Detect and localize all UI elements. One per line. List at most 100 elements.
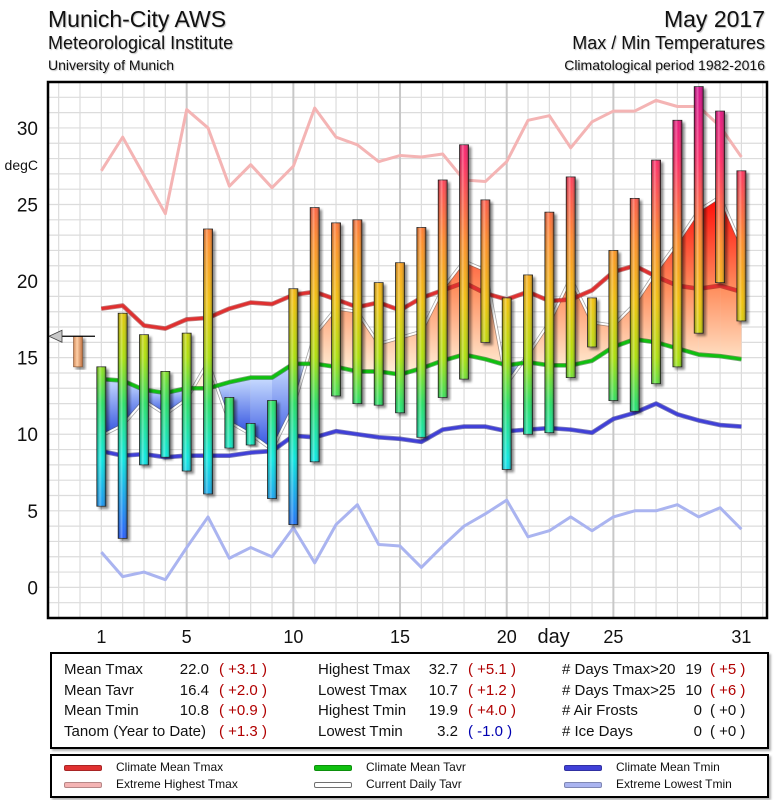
stat-anomaly: ( +0 ) [710,722,746,740]
day-bar-12 [331,222,341,397]
day-bar-8 [245,423,256,446]
cool-anomaly-fill [122,380,145,426]
warm-anomaly-fill [613,304,635,347]
stat-anomaly: ( +4.0 ) [468,702,516,719]
day-bar-shine [224,397,234,449]
day-bar-shine [374,282,384,406]
y-tick-label: 25 [17,196,38,217]
cool-anomaly-fill [165,388,187,415]
statistics-panel: Mean Tmax 22.0 ( +3.1 ) Mean Tavr 16.4 ( +2.0… [50,652,769,749]
stat-value: 32.7 [428,661,458,678]
cool-anomaly-fill [272,363,294,450]
day-bar-shine [160,371,170,458]
stats-row: Lowest Tmin 3.2 ( -1.0 ) [318,722,528,743]
stats-row: # Days Tmax>20 19 ( +5 ) [562,660,762,681]
day-bar-shine [587,297,597,347]
warm-anomaly-fill [314,308,337,367]
stats-row: Mean Tavr 16.4 ( +2.0 ) [64,681,289,702]
stats-row: Lowest Tmax 10.7 ( +1.2 ) [318,681,528,702]
extreme-lowest-tmin-line [100,498,743,582]
day-bar-shine [566,176,576,378]
climatology-title: Climatological period 1982-2016 [564,57,765,73]
warm-anomaly-fill [634,271,657,343]
x-tick-label: 10 [283,627,303,647]
stats-row: Highest Tmax 32.7 ( +5.1 ) [318,660,528,681]
stat-anomaly: ( +2.0 ) [219,681,267,699]
station-title: Munich-City AWS [48,6,227,32]
day-bar-shine [459,144,469,380]
y-tick-label: 5 [27,502,38,523]
warm-anomaly-fill [570,278,593,366]
x-axis-label: day [538,626,570,648]
legend-swatch-icon [564,765,602,771]
day-bar-shine [203,229,213,494]
stat-label: Mean Tmin [64,702,139,719]
warm-anomaly-fill [378,337,401,375]
day-bar-shine [139,334,149,465]
stat-value: 10.7 [428,681,458,699]
x-tick-label: 1 [96,627,106,647]
legend-swatch-icon [564,782,602,788]
stat-label: # Days Tmax>25 [562,681,676,699]
stats-row: Mean Tmin 10.8 ( +0.9 ) [64,701,289,722]
stat-anomaly: ( +5 ) [710,661,746,678]
stats-column-extremes: Highest Tmax 32.7 ( +5.1 ) Lowest Tmax 10.7 (… [318,660,528,742]
day-bar-26 [629,197,640,412]
day-bar-shine [630,198,640,412]
stats-column-means: Mean Tmax 22.0 ( +3.1 ) Mean Tavr 16.4 ( +2.0… [64,660,289,742]
stat-label: Highest Tmin [318,702,407,719]
cool-anomaly-fill [250,377,273,450]
stat-anomaly: ( +1.2 ) [468,681,516,699]
day-bar-shine [118,313,128,539]
day-bar-11 [309,207,320,463]
stat-label: Highest Tmax [318,661,411,678]
warm-anomaly-fill [400,331,422,375]
stats-row: Mean Tmax 22.0 ( +3.1 ) [64,660,289,681]
warm-anomaly-fill [336,308,358,372]
stat-value: 10.8 [179,702,209,719]
stat-value: 0 [693,702,702,719]
stat-value: 0 [693,722,702,740]
x-tick-label: 5 [182,627,192,647]
warm-anomaly-fill [421,288,443,369]
warm-anomaly-fill [698,196,721,357]
day-bar-15 [395,262,405,414]
stat-label: Lowest Tmin [318,722,403,740]
stat-value: 22.0 [179,661,209,678]
day-bar-29 [693,86,704,334]
day-bar-shine [96,366,106,507]
day-bar-30 [715,110,725,284]
y-tick-label: 15 [17,349,38,370]
subject-title: Max / Min Temperatures [572,33,765,53]
day-bar-18 [459,144,469,380]
legend-swatch-icon [314,782,352,788]
stat-label: Tanom (Year to Date) [64,722,207,740]
legend-label: Climate Mean Tmin [616,760,720,774]
day-bar-shine [715,111,725,283]
grid [48,81,767,619]
day-bar-shine [672,120,682,367]
stats-row: Highest Tmin 19.9 ( +4.0 ) [318,701,528,722]
warm-anomaly-fill [656,242,678,349]
institute-title: Meteorological Institute [48,33,234,53]
stat-anomaly: ( +1.3 ) [219,722,267,740]
stat-label: Mean Tmax [64,661,143,678]
legend-label: Extreme Highest Tmax [116,777,238,791]
day-bar-shine [736,170,746,321]
day-bar-2 [117,312,128,539]
legend: Climate Mean Tmax Extreme Highest Tmax Cli… [50,754,769,798]
warm-anomaly-fill [677,210,699,355]
day-bar-10 [288,288,299,525]
stats-row: # Ice Days 0 ( +0 ) [562,722,762,743]
daily-bars [96,86,747,539]
monthly-mean-arrow-icon [48,329,63,343]
day-bar-17 [437,179,448,398]
day-bar-16 [416,227,427,438]
day-bar-shine [416,227,426,438]
day-bar-shine [502,297,512,470]
stat-label: Lowest Tmax [318,681,407,699]
period-title: May 2017 [663,6,765,32]
stat-value: 10 [685,681,702,699]
